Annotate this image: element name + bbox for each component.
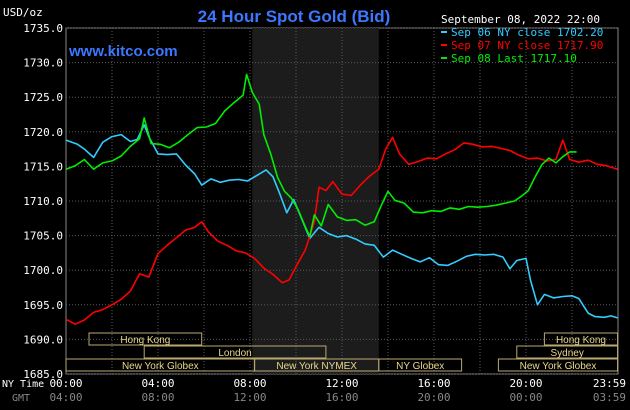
session-label: New York Globex: [520, 361, 597, 372]
ny-time-label: NY Time: [2, 379, 44, 390]
kitco-website-label: www.kitco.com: [68, 43, 178, 60]
session-label: New York NYMEX: [276, 361, 357, 372]
session-label: Sydney: [550, 348, 583, 359]
session-bar: [88, 332, 203, 346]
series-line-2: [65, 73, 577, 238]
x-tick-label-gmt: 12:00: [233, 391, 266, 404]
y-tick-label: 1690.0: [23, 333, 63, 346]
x-tick-label-gmt: 00:00: [509, 391, 542, 404]
session-label: New York Globex: [122, 361, 199, 372]
x-tick-label-ny: 23:59: [593, 377, 626, 390]
session-label: London: [218, 348, 251, 359]
series-line-1: [65, 136, 618, 325]
gmt-label: GMT: [12, 393, 30, 404]
session-bar: [378, 358, 463, 372]
x-tick-label-gmt: 20:00: [417, 391, 450, 404]
y-tick-label: 1695.0: [23, 299, 63, 312]
x-tick-label-gmt: 04:00: [49, 391, 82, 404]
session-bar: [543, 332, 619, 346]
x-tick-label-gmt: 03:59: [593, 391, 626, 404]
price-series: [65, 73, 618, 325]
x-tick-label-ny: 12:00: [325, 377, 358, 390]
legend-entry: Sep 07 NY close 1717.90: [451, 39, 603, 52]
y-tick-label: 1730.0: [23, 57, 63, 70]
x-tick-label-ny: 04:00: [141, 377, 174, 390]
chart-title: 24 Hour Spot Gold (Bid): [198, 7, 391, 26]
y-tick-labels: 1735.0 1730.0 1725.0 1720.0 1715.0 1710.0 1705…: [23, 22, 63, 381]
y-tick-label: 1705.0: [23, 230, 63, 243]
session-label: Hong Kong: [120, 335, 170, 346]
legend-entry: Sep 08 Last 1717.10: [451, 52, 577, 65]
series-line-0: [65, 124, 618, 319]
market-sessions: Hong Kong London New York Globex New York N…: [65, 332, 619, 372]
x-tick-label-ny: 00:00: [49, 377, 82, 390]
session-bar: [143, 345, 327, 359]
chart-date-label: September 08, 2022 22:00: [441, 13, 600, 26]
y-tick-label: 1720.0: [23, 126, 63, 139]
session-bar: [516, 345, 619, 359]
grid-lines: [66, 27, 618, 375]
session-label: Hong Kong: [556, 335, 606, 346]
x-tick-label-ny: 08:00: [233, 377, 266, 390]
y-tick-label: 1700.0: [23, 264, 63, 277]
y-tick-label: 1735.0: [23, 22, 63, 35]
y-tick-label: 1685.0: [23, 368, 63, 381]
x-tick-label-ny: 20:00: [509, 377, 542, 390]
y-tick-label: 1710.0: [23, 195, 63, 208]
x-tick-label-gmt: 08:00: [141, 391, 174, 404]
x-tick-label-ny: 16:00: [417, 377, 450, 390]
session-bar: [497, 358, 619, 372]
y-tick-label: 1725.0: [23, 91, 63, 104]
session-label: NY Globex: [396, 361, 444, 372]
y-tick-label: 1715.0: [23, 160, 63, 173]
x-tick-label-gmt: 16:00: [325, 391, 358, 404]
x-tick-labels: 00:0004:0004:0008:0008:0012:0012:0016:00…: [49, 377, 626, 404]
y-axis-unit-label: USD/oz: [3, 6, 43, 19]
legend-entry: Sep 06 NY close 1702.20: [451, 26, 603, 39]
